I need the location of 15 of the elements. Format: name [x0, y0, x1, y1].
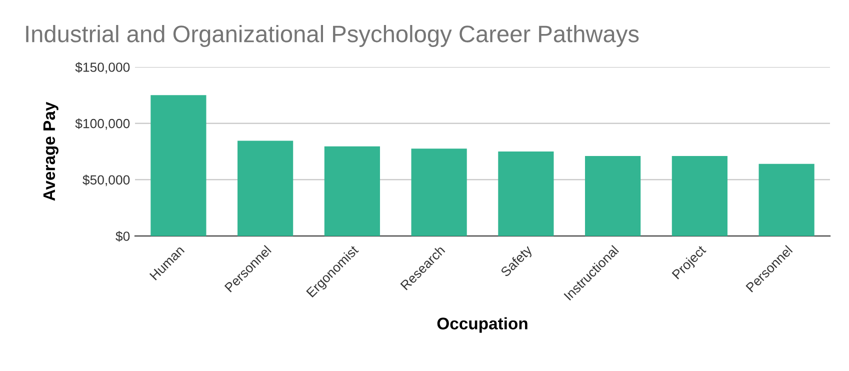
bar — [411, 148, 467, 236]
y-tick-label: $150,000 — [75, 62, 130, 74]
y-tick-label: $0 — [116, 231, 130, 242]
y-tick-label: $50,000 — [82, 174, 130, 186]
y-tick-label: $100,000 — [75, 118, 130, 130]
bar — [498, 152, 554, 236]
bar — [150, 95, 206, 236]
bar — [672, 156, 728, 236]
y-axis-title: Average Pay — [43, 102, 58, 201]
bar — [324, 146, 380, 236]
x-axis-title: Occupation — [437, 317, 528, 333]
bar — [238, 140, 294, 236]
bar — [585, 156, 641, 236]
chart-title: Industrial and Organizational Psychology Career Pathways — [26, 24, 639, 48]
bar — [758, 164, 814, 236]
